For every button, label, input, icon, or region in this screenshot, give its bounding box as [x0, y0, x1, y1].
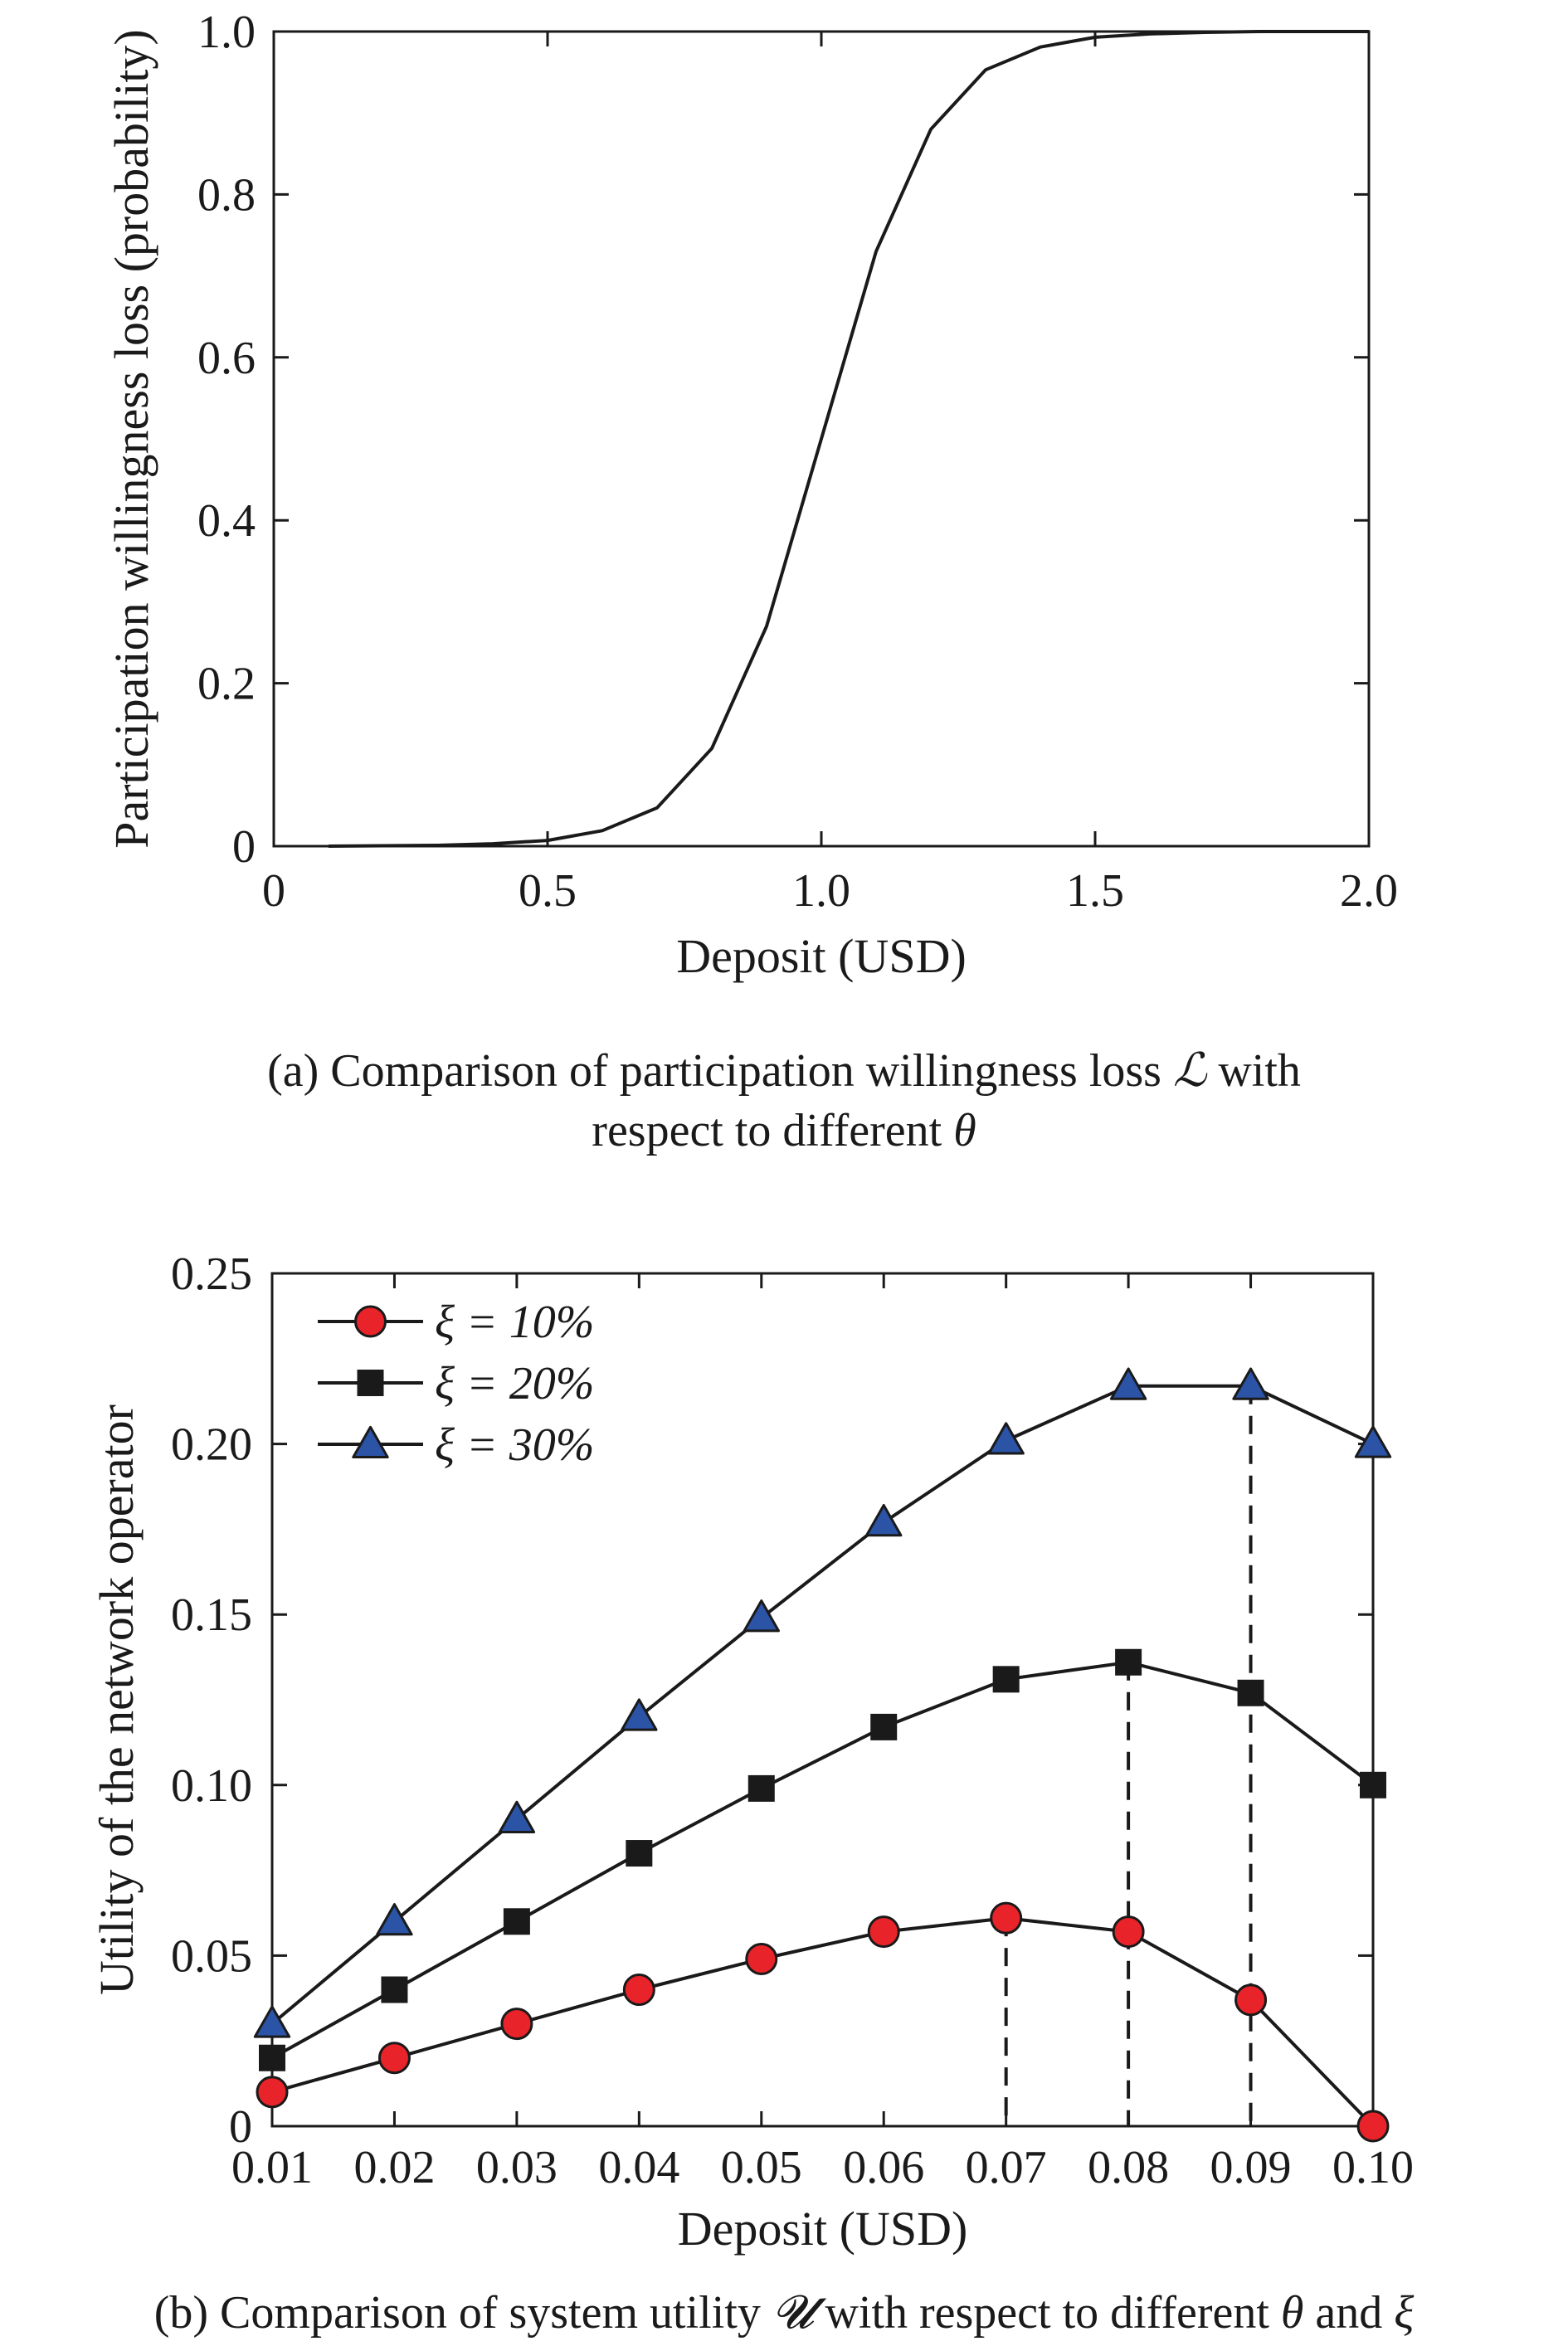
data-point: [377, 2042, 411, 2075]
data-point: [743, 1599, 780, 1633]
series-line: [271, 1916, 1375, 2128]
series-line: [271, 1660, 1375, 2060]
y-tick-label: 0.4: [197, 495, 256, 547]
data-point: [745, 1943, 778, 1976]
caption-b-text-mid: with respect to different: [813, 2287, 1281, 2339]
y-tick-label: 0.2: [197, 659, 256, 710]
x-tick-label: 1.5: [1066, 865, 1124, 917]
data-point: [1232, 1367, 1269, 1400]
caption-b-utility-symbol: 𝓤: [772, 2287, 814, 2339]
x-tick-label: 0.02: [353, 2142, 435, 2193]
x-axis-label: Deposit (USD): [678, 2202, 968, 2256]
x-tick-label: 0.09: [1210, 2142, 1292, 2193]
x-tick-label: 0.05: [721, 2142, 802, 2193]
data-point: [500, 2008, 533, 2041]
x-tick-label: 0.5: [519, 865, 577, 917]
y-axis-label: Utility of the network operator: [90, 1404, 144, 1995]
data-point: [1115, 1648, 1142, 1676]
x-tick-label: 0.07: [966, 2142, 1047, 2193]
y-tick-label: 0.8: [197, 169, 256, 221]
data-point: [259, 2044, 285, 2071]
data-point: [256, 2076, 289, 2109]
legend-marker: [352, 1425, 389, 1459]
x-tick-label: 0.06: [843, 2142, 924, 2193]
data-point: [622, 1974, 655, 2007]
x-axis-label: Deposit (USD): [676, 929, 967, 983]
data-point: [621, 1698, 658, 1731]
data-point: [381, 1976, 408, 2003]
y-tick-label: 0.6: [197, 333, 256, 384]
caption-b-theta: θ: [1280, 2287, 1304, 2339]
y-tick-label: 0.05: [171, 1930, 252, 1982]
x-tick-label: 0.04: [598, 2142, 679, 2193]
x-tick-label: 0.08: [1088, 2142, 1169, 2193]
data-point: [376, 1903, 413, 1936]
caption-b-xi: ξ: [1394, 2287, 1415, 2339]
data-point: [990, 1901, 1023, 1935]
legend-marker: [357, 1370, 384, 1396]
caption-b-text: (b) Comparison of system utility: [153, 2287, 772, 2339]
data-point: [867, 1915, 900, 1949]
data-point: [1237, 1679, 1264, 1706]
caption-a: (a) Comparison of participation willingn…: [0, 1041, 1568, 1161]
data-point: [747, 1774, 775, 1802]
plot-frame: [270, 1272, 1375, 2128]
chart-a: 0 0.5 1.0 1.5 2.0 0 0.2 0.4 0.6 0.8 1.0 Deposit (US…: [105, 7, 1398, 983]
x-tick-label: 0.01: [231, 2142, 313, 2193]
caption-a-text-end: with: [1206, 1045, 1301, 1097]
y-axis-label: Participation willingness loss (probabil…: [105, 29, 158, 849]
data-point: [1354, 1425, 1392, 1458]
data-point: [865, 1503, 903, 1537]
legend-label: ξ = 10%: [435, 1297, 594, 1348]
data-point: [498, 1800, 536, 1833]
caption-b: (b) Comparison of system utility 𝓤 with …: [0, 2283, 1568, 2343]
y-tick-label: 0.25: [171, 1248, 252, 1300]
data-point: [1234, 1983, 1268, 2017]
data-point: [253, 2005, 291, 2038]
caption-a-text: (a) Comparison of participation willingn…: [267, 1045, 1173, 1097]
data-point: [1360, 1771, 1386, 1798]
data-point: [870, 1713, 898, 1740]
legend-label: ξ = 20%: [435, 1358, 594, 1409]
caption-a-loss-symbol: ℒ: [1172, 1045, 1207, 1097]
data-point: [626, 1840, 653, 1867]
data-point: [1112, 1915, 1145, 1949]
y-tick-label: 0: [229, 2101, 252, 2153]
x-tick-label: 0.10: [1332, 2142, 1414, 2193]
y-tick-label: 0.20: [171, 1419, 252, 1471]
data-point: [992, 1666, 1020, 1693]
y-tick-label: 1.0: [197, 7, 256, 58]
legend-marker: [354, 1305, 387, 1338]
series-line: [270, 1384, 1374, 2026]
caption-a-line2: respect to different: [592, 1105, 954, 1156]
x-tick-label: 2.0: [1340, 865, 1398, 917]
y-tick-label: 0.15: [171, 1589, 252, 1641]
caption-b-and: and: [1303, 2287, 1395, 2339]
data-point: [1109, 1367, 1147, 1400]
x-tick-label: 1.0: [792, 865, 850, 917]
y-tick-label: 0: [232, 821, 256, 873]
chart-b: 0.01 0.02 0.03 0.04 0.05 0.06 0.07 0.08 0.09 0.10…: [90, 1248, 1414, 2256]
x-tick-label: 0: [262, 865, 285, 917]
data-point: [987, 1422, 1025, 1455]
y-tick-label: 0.10: [171, 1760, 252, 1812]
series-line: [328, 30, 1369, 848]
data-point: [503, 1908, 530, 1935]
caption-a-theta: θ: [953, 1105, 976, 1156]
legend-label: ξ = 30%: [435, 1419, 594, 1471]
data-point: [1356, 2110, 1390, 2143]
x-tick-label: 0.03: [476, 2142, 558, 2193]
